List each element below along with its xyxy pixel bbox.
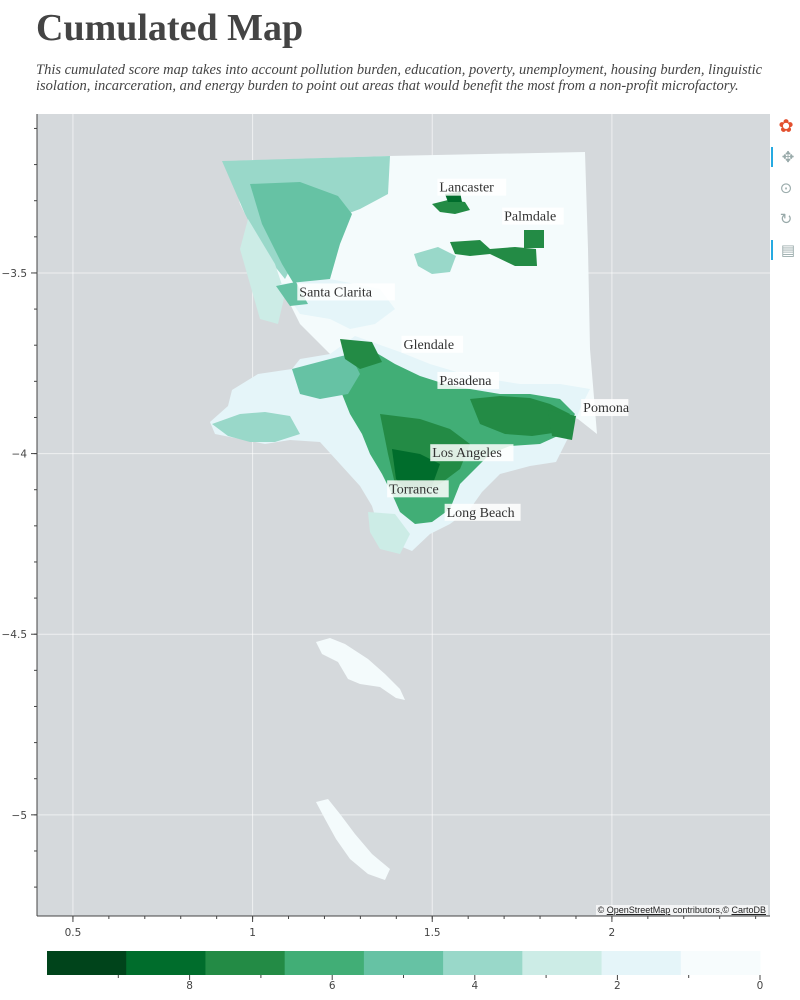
map-description: This cumulated score map takes into acco… (36, 62, 763, 94)
cartodb-link[interactable]: CartoDB (731, 905, 766, 915)
city-label: Glendale (404, 338, 455, 353)
city-label-bg (502, 207, 564, 225)
sf-valley-dark (340, 339, 382, 369)
colorbar-swatch (126, 951, 206, 975)
santa-monica-mountains (212, 412, 300, 442)
y-axis-ticks: −3.5 −4 −4.5 −5 (2, 127, 37, 888)
hover-icon[interactable]: ▤ (771, 240, 798, 260)
y-tick-label: −4 (12, 449, 28, 461)
colorbar-swatch (522, 951, 603, 975)
city-label: Pomona (583, 401, 630, 416)
city-label: Los Angeles (432, 446, 502, 461)
colorbar-swatch (363, 951, 444, 975)
map-attribution: © OpenStreetMap contributors,© CartoDB (595, 905, 768, 915)
bokeh-logo-icon: ✿ (778, 115, 794, 137)
colorbar-tick-label: 6 (329, 980, 336, 992)
city-label-bg (297, 283, 395, 301)
x-tick-label: 2 (609, 927, 616, 939)
palmdale-sprawl (450, 240, 537, 266)
palos-verdes (368, 512, 410, 554)
colorbar-tick-label: 4 (471, 980, 478, 992)
east-valley-green (470, 396, 570, 436)
osm-link[interactable]: OpenStreetMap (606, 905, 671, 915)
reset-icon[interactable]: ↻ (779, 210, 793, 228)
x-tick-label: 1.5 (424, 927, 441, 939)
city-label-bg (387, 480, 449, 498)
city-label: Long Beach (447, 506, 515, 521)
city-label-bg (437, 178, 507, 196)
light-west-zone (240, 219, 285, 324)
city-label: Torrance (389, 482, 439, 497)
pomona-green (548, 410, 576, 440)
plot-toolbar: ✿ ✥ ⊙ ↻ ▤ (770, 114, 800, 274)
city-label-bg (437, 371, 500, 389)
colorbar-tick-label: 0 (757, 980, 764, 992)
colorbar-swatch (205, 951, 286, 975)
city-label-bg (401, 335, 464, 353)
los-padres-zone (250, 182, 352, 299)
x-axis-ticks: 0.5 1 1.5 2 (65, 916, 757, 939)
pan-icon[interactable]: ✥ (771, 147, 798, 167)
lake-patch (414, 247, 456, 274)
lancaster-sprawl (432, 200, 470, 214)
city-label: Palmdale (504, 210, 556, 225)
colorbar-swatch (47, 951, 127, 975)
colorbar: 8 6 4 2 0 (47, 951, 763, 992)
north-city-patches (432, 192, 544, 266)
x-tick-label: 0.5 (65, 927, 82, 939)
y-tick-label: −5 (12, 810, 27, 822)
page-title: Cumulated Map (36, 7, 304, 49)
city-label-bg (444, 503, 521, 521)
map-plot[interactable]: Lancaster Palmdale Santa Clarita Glendale Pa… (0, 114, 800, 1000)
colorbar-tick-label: 8 (186, 980, 193, 992)
palmdale-block (524, 230, 544, 248)
y-tick-label: −4.5 (2, 629, 28, 641)
sf-valley-green (292, 354, 360, 399)
city-label-bg (581, 399, 629, 417)
city-label: Santa Clarita (299, 285, 372, 300)
city-label: Lancaster (439, 181, 494, 196)
colorbar-tick-label: 2 (614, 980, 621, 992)
y-tick-label: −3.5 (2, 268, 28, 280)
colorbar-swatch (601, 951, 682, 975)
colorbar-swatch (284, 951, 365, 975)
colorbar-swatch (680, 951, 761, 975)
colorbar-swatch (443, 951, 523, 975)
city-label: Pasadena (439, 374, 492, 389)
city-label-bg (430, 444, 514, 462)
city-labels: Lancaster Palmdale Santa Clarita Glendale Pa… (297, 178, 630, 521)
x-tick-label: 1 (249, 927, 256, 939)
san-clemente-island (316, 799, 390, 880)
wheel-zoom-icon[interactable]: ⊙ (779, 179, 793, 197)
catalina-island (316, 638, 405, 700)
